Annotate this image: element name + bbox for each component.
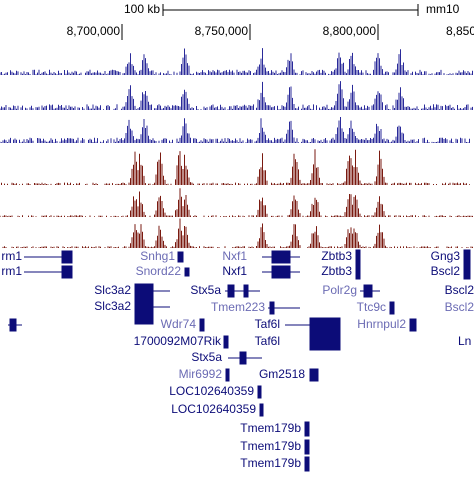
gene-label: Zbtb3 xyxy=(321,264,352,278)
gene-label: Wdr74 xyxy=(161,317,197,331)
gene-label: Bscl2 xyxy=(445,300,474,314)
gene-label: Tmem179b xyxy=(240,456,301,470)
gene-label: Tmem179b xyxy=(240,439,301,453)
gene-labels: rm1 rm1 Snhg1 Snord22 Nxf1 Nxf1 Zbtb3 Zb… xyxy=(1,249,474,470)
gene-label: Gng3 xyxy=(431,249,461,263)
signal-track xyxy=(0,117,470,143)
gene-label: Hnrnpul2 xyxy=(357,317,406,331)
position-label: 8,700,000 xyxy=(67,24,121,38)
gene-label: Mir6992 xyxy=(179,367,223,381)
gene-label: Snord22 xyxy=(136,264,182,278)
gene-track xyxy=(8,249,471,472)
gene-label: Slc3a2 xyxy=(94,283,131,297)
gene-label: rm1 xyxy=(1,264,22,278)
gene-label: rm1 xyxy=(1,249,22,263)
gene-label: 1700092M07Rik xyxy=(134,334,222,348)
signal-track xyxy=(0,188,473,217)
gene-label: Taf6l xyxy=(255,317,280,331)
signal-track xyxy=(2,218,473,248)
gene-label: Polr2g xyxy=(322,283,357,297)
position-label: 8,750,000 xyxy=(195,24,249,38)
gene-label: Tmem223 xyxy=(211,300,265,314)
signal-track xyxy=(1,149,470,185)
assembly-label: mm10 xyxy=(426,2,460,16)
signal-track xyxy=(0,81,473,110)
gene-label: Slc3a2 xyxy=(94,299,131,313)
ruler-ticks xyxy=(121,24,379,40)
gene-label: LOC102640359 xyxy=(169,384,254,398)
position-label: 8,850 xyxy=(446,24,474,38)
signal-tracks xyxy=(0,48,473,248)
gene-label: Zbtb3 xyxy=(321,249,352,263)
gene-label: Taf6l xyxy=(255,334,280,348)
gene-label: Stx5a xyxy=(190,283,221,297)
gene-label: LOC102640359 xyxy=(171,402,256,416)
gene-label: Nxf1 xyxy=(222,249,247,263)
gene-label: Ttc9c xyxy=(357,300,386,314)
gene-label: Bscl2 xyxy=(431,264,461,278)
gene-label: Nxf1 xyxy=(222,264,247,278)
gene-label: Gm2518 xyxy=(259,367,305,381)
ruler: 100 kb mm10 8,700,000 8,750,000 8,800,00… xyxy=(67,2,474,40)
scale-label: 100 kb xyxy=(124,2,160,16)
gene-label: Snhg1 xyxy=(140,249,175,263)
gene-label: Ln xyxy=(458,334,471,348)
signal-track xyxy=(0,48,473,75)
gene-label: Tmem179b xyxy=(240,421,301,435)
gene-label: Bscl2 xyxy=(445,283,474,297)
gene-label: Stx5a xyxy=(191,350,222,364)
position-label: 8,800,000 xyxy=(323,24,377,38)
